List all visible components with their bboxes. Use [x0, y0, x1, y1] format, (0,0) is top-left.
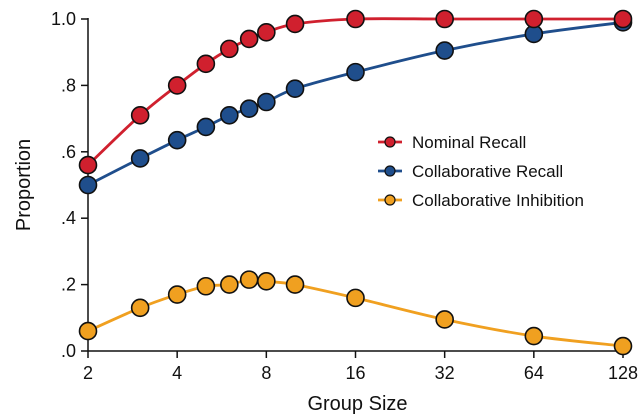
collaborative-recall-line	[87, 20, 624, 187]
collaborative-inhibition-point	[220, 275, 239, 294]
nominal-recall-point	[346, 9, 365, 29]
legend-label: Collaborative Inhibition	[412, 191, 584, 210]
collaborative-recall-point	[78, 175, 98, 195]
y-tick-label: .2	[61, 275, 76, 295]
x-tick-label: 32	[435, 363, 455, 383]
nominal-recall-point	[524, 9, 544, 29]
nominal-recall-point	[196, 54, 216, 74]
y-axis-title: Proportion	[13, 139, 35, 231]
collaborative-inhibition-point	[196, 276, 216, 296]
x-tick-label: 2	[83, 363, 93, 383]
nominal-recall-point	[285, 14, 305, 34]
collaborative-inhibition-point	[346, 288, 365, 308]
x-tick-label: 8	[261, 363, 271, 383]
x-tick-label: 64	[524, 363, 544, 383]
nominal-recall-point	[613, 9, 633, 29]
y-tick-label: 1.0	[51, 9, 76, 29]
legend-label: Nominal Recall	[412, 133, 526, 152]
nominal-recall-point	[239, 29, 259, 49]
nominal-recall-point	[78, 155, 98, 175]
legend: Nominal Recall Collaborative Recall Collab…	[378, 133, 584, 210]
collaborative-inhibition-point	[239, 270, 259, 289]
nominal-recall-point	[167, 76, 187, 95]
legend-label: Collaborative Recall	[412, 162, 563, 181]
x-tick-label: 128	[608, 363, 638, 383]
y-tick-label: .0	[61, 341, 76, 361]
collaborative-inhibition-point	[167, 285, 187, 304]
collaborative-recall-point	[130, 149, 150, 168]
collaborative-recall-point	[346, 62, 365, 82]
x-tick-label: 16	[345, 363, 365, 383]
y-tick-label: .4	[61, 208, 76, 228]
collaborative-recall-point	[239, 99, 259, 118]
x-tick-label: 4	[172, 363, 182, 383]
legend-swatch-marker	[384, 165, 396, 177]
axes: .0 .2 .4 .6 .8 1.0 2 4 8 16 32 64 128	[51, 9, 638, 383]
collaborative-inhibition-point	[130, 298, 150, 318]
nominal-recall-point	[220, 39, 239, 59]
y-tick-label: .8	[61, 75, 76, 95]
collaborative-recall-point	[196, 117, 216, 137]
collaborative-recall-point	[435, 41, 454, 60]
nominal-recall-point	[435, 9, 454, 29]
collaborative-recall-point	[257, 92, 276, 112]
collaborative-inhibition-point	[435, 310, 454, 329]
legend-swatch-marker	[384, 194, 396, 206]
nominal-recall-point	[257, 22, 276, 42]
collaborative-inhibition-point	[613, 336, 633, 356]
collaborative-inhibition-point	[285, 275, 305, 294]
series-layer	[78, 9, 633, 356]
nominal-recall-point	[130, 105, 150, 125]
collaborative-recall-point	[167, 130, 187, 150]
collaborative-recall-point	[285, 79, 305, 99]
collaborative-inhibition-point	[78, 321, 98, 341]
collaborative-inhibition-point	[524, 326, 544, 346]
collaborative-recall-point	[220, 105, 239, 125]
collaborative-inhibition-point	[257, 271, 276, 291]
legend-swatch-marker	[384, 136, 396, 148]
y-tick-label: .6	[61, 142, 76, 162]
x-axis-title: Group Size	[307, 393, 407, 415]
